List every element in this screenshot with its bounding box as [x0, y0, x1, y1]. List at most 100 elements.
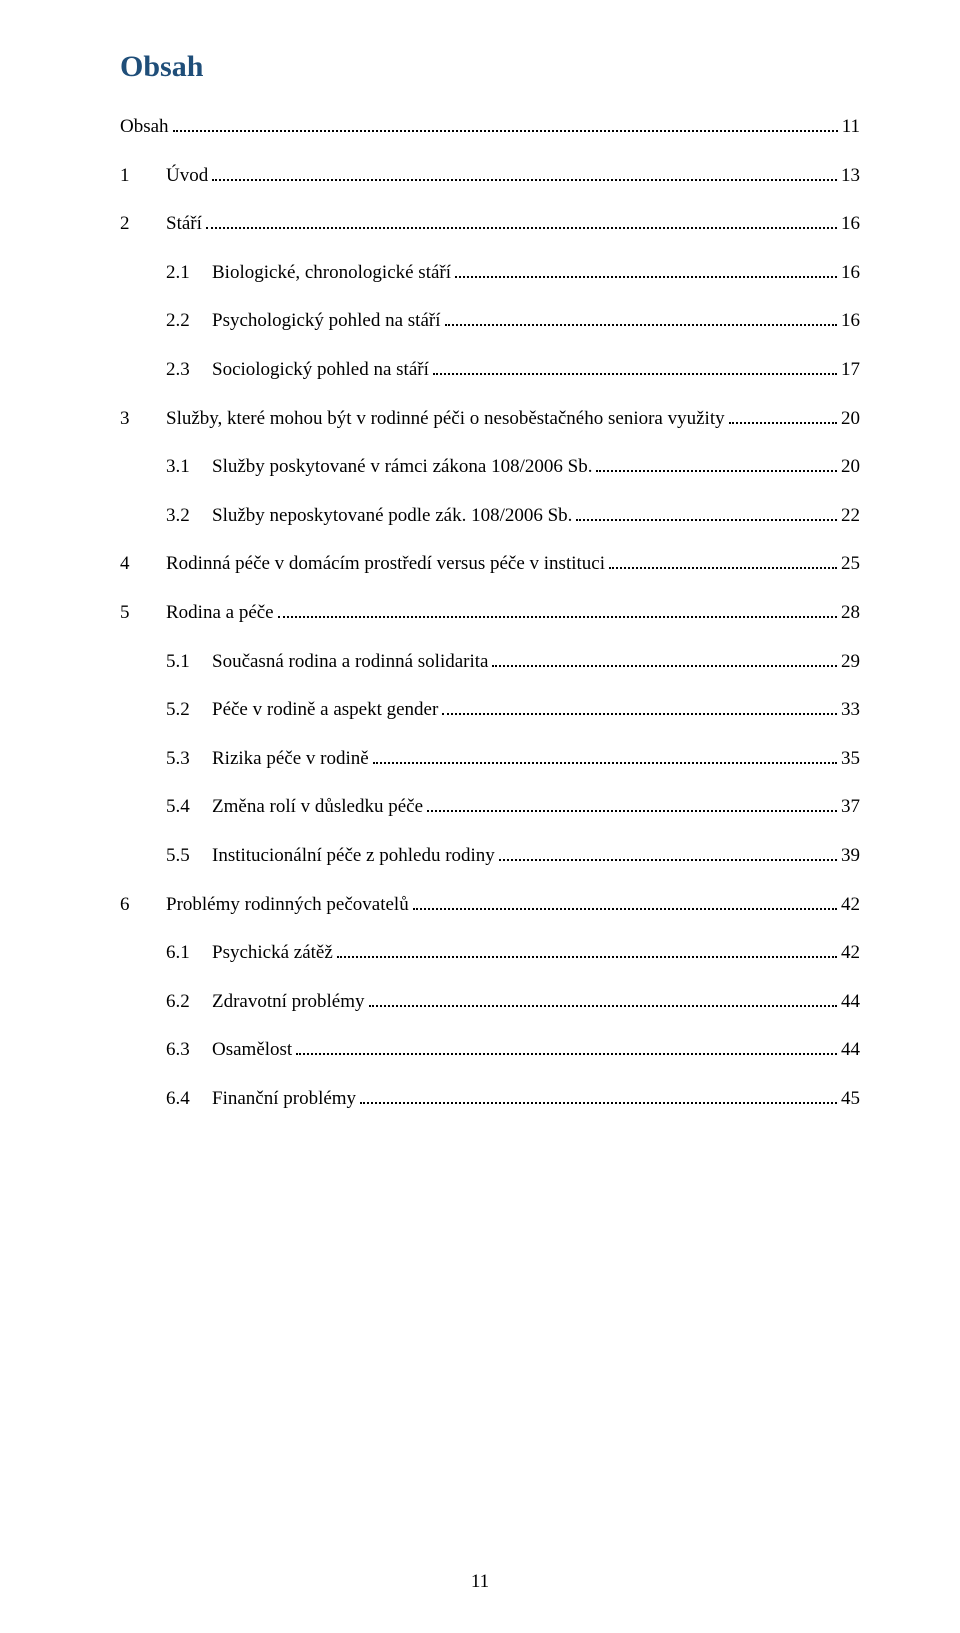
toc-entry: 5.1Současná rodina a rodinná solidarita 2… — [120, 649, 860, 676]
toc-page: 20 — [841, 454, 860, 481]
toc-label: Péče v rodině a aspekt gender — [212, 697, 438, 724]
toc-label: Rodinná péče v domácím prostředí versus … — [166, 551, 605, 578]
toc-number: 5.1 — [166, 649, 212, 676]
toc-number: 5.4 — [166, 794, 212, 821]
toc-page: 28 — [841, 600, 860, 627]
toc-page: 44 — [841, 989, 860, 1016]
toc-number: 6.3 — [166, 1037, 212, 1064]
toc-page: 45 — [841, 1086, 860, 1113]
toc-leader-dots — [609, 567, 837, 569]
toc-entry: 2.3Sociologický pohled na stáří17 — [120, 357, 860, 384]
toc-page: 29 — [841, 649, 860, 676]
toc-label: Rizika péče v rodině — [212, 746, 369, 773]
toc-entry: 5.4Změna rolí v důsledku péče 37 — [120, 794, 860, 821]
toc-page: 42 — [841, 892, 860, 919]
toc-entry: 6.4Finanční problémy 45 — [120, 1086, 860, 1113]
toc-label: Problémy rodinných pečovatelů — [166, 892, 409, 919]
toc-page: 35 — [841, 746, 860, 773]
toc-leader-dots — [455, 276, 837, 278]
toc-entry: 6.2Zdravotní problémy 44 — [120, 989, 860, 1016]
toc-label: Stáří — [166, 211, 202, 238]
toc-label: Psychologický pohled na stáří — [212, 308, 441, 335]
toc-number: 6.2 — [166, 989, 212, 1016]
toc-label: Psychická zátěž — [212, 940, 333, 967]
toc-leader-dots — [373, 762, 837, 764]
toc-label: Rodina a péče — [166, 600, 274, 627]
toc-number: 2.1 — [166, 260, 212, 287]
toc-page: 16 — [841, 260, 860, 287]
toc-label: Finanční problémy — [212, 1086, 356, 1113]
toc-list: Obsah111Úvod132Stáří162.1Biologické, chr… — [120, 114, 860, 1112]
toc-entry: 6Problémy rodinných pečovatelů 42 — [120, 892, 860, 919]
toc-leader-dots — [492, 665, 837, 667]
toc-entry: 3Služby, které mohou být v rodinné péči … — [120, 406, 860, 433]
toc-label: Služby poskytované v rámci zákona 108/20… — [212, 454, 592, 481]
toc-entry: 6.1Psychická zátěž 42 — [120, 940, 860, 967]
toc-entry: 6.3Osamělost44 — [120, 1037, 860, 1064]
page-title: Obsah — [120, 50, 860, 84]
toc-entry: Obsah11 — [120, 114, 860, 141]
toc-page: 13 — [841, 163, 860, 190]
toc-page: 42 — [841, 940, 860, 967]
toc-number: 5.5 — [166, 843, 212, 870]
toc-number: 5.3 — [166, 746, 212, 773]
toc-entry: 2.1Biologické, chronologické stáří 16 — [120, 260, 860, 287]
toc-leader-dots — [278, 616, 837, 618]
toc-page: 16 — [841, 308, 860, 335]
toc-leader-dots — [360, 1102, 837, 1104]
toc-leader-dots — [206, 227, 837, 229]
toc-number: 6.1 — [166, 940, 212, 967]
toc-page: 25 — [841, 551, 860, 578]
toc-page: 16 — [841, 211, 860, 238]
toc-number: 2 — [120, 211, 166, 238]
toc-leader-dots — [596, 470, 837, 472]
toc-leader-dots — [576, 519, 837, 521]
toc-label: Zdravotní problémy — [212, 989, 365, 1016]
toc-entry: 1Úvod 13 — [120, 163, 860, 190]
toc-number: 2.2 — [166, 308, 212, 335]
toc-entry: 2Stáří 16 — [120, 211, 860, 238]
toc-page: 17 — [841, 357, 860, 384]
toc-number: 3.1 — [166, 454, 212, 481]
toc-leader-dots — [427, 810, 837, 812]
toc-page: 20 — [841, 406, 860, 433]
toc-entry: 5.2Péče v rodině a aspekt gender 33 — [120, 697, 860, 724]
toc-leader-dots — [337, 956, 837, 958]
toc-entry: 3.2Služby neposkytované podle zák. 108/2… — [120, 503, 860, 530]
toc-label: Změna rolí v důsledku péče — [212, 794, 423, 821]
toc-entry: 3.1Služby poskytované v rámci zákona 108… — [120, 454, 860, 481]
page-number: 11 — [0, 1571, 960, 1593]
toc-entry: 5.3Rizika péče v rodině 35 — [120, 746, 860, 773]
toc-leader-dots — [369, 1005, 838, 1007]
toc-entry: 5.5Institucionální péče z pohledu rodiny… — [120, 843, 860, 870]
toc-page: 39 — [841, 843, 860, 870]
toc-leader-dots — [445, 324, 838, 326]
toc-page: 22 — [841, 503, 860, 530]
toc-leader-dots — [499, 859, 837, 861]
toc-leader-dots — [413, 908, 837, 910]
toc-page: 44 — [841, 1037, 860, 1064]
toc-label: Biologické, chronologické stáří — [212, 260, 451, 287]
toc-entry: 2.2Psychologický pohled na stáří 16 — [120, 308, 860, 335]
toc-number: 2.3 — [166, 357, 212, 384]
toc-leader-dots — [296, 1053, 837, 1055]
toc-number: 5.2 — [166, 697, 212, 724]
toc-number: 1 — [120, 163, 166, 190]
toc-leader-dots — [212, 179, 837, 181]
toc-label: Služby neposkytované podle zák. 108/2006… — [212, 503, 572, 530]
toc-label: Úvod — [166, 163, 208, 190]
toc-number: 6 — [120, 892, 166, 919]
toc-number: 3 — [120, 406, 166, 433]
toc-label: Obsah — [120, 114, 169, 141]
toc-entry: 5Rodina a péče28 — [120, 600, 860, 627]
toc-number: 6.4 — [166, 1086, 212, 1113]
toc-page: 37 — [841, 794, 860, 821]
toc-leader-dots — [173, 130, 838, 132]
toc-label: Institucionální péče z pohledu rodiny — [212, 843, 495, 870]
toc-entry: 4Rodinná péče v domácím prostředí versus… — [120, 551, 860, 578]
toc-page: 33 — [841, 697, 860, 724]
toc-leader-dots — [729, 422, 837, 424]
toc-label: Služby, které mohou být v rodinné péči o… — [166, 406, 725, 433]
toc-leader-dots — [442, 713, 837, 715]
toc-label: Současná rodina a rodinná solidarita — [212, 649, 488, 676]
